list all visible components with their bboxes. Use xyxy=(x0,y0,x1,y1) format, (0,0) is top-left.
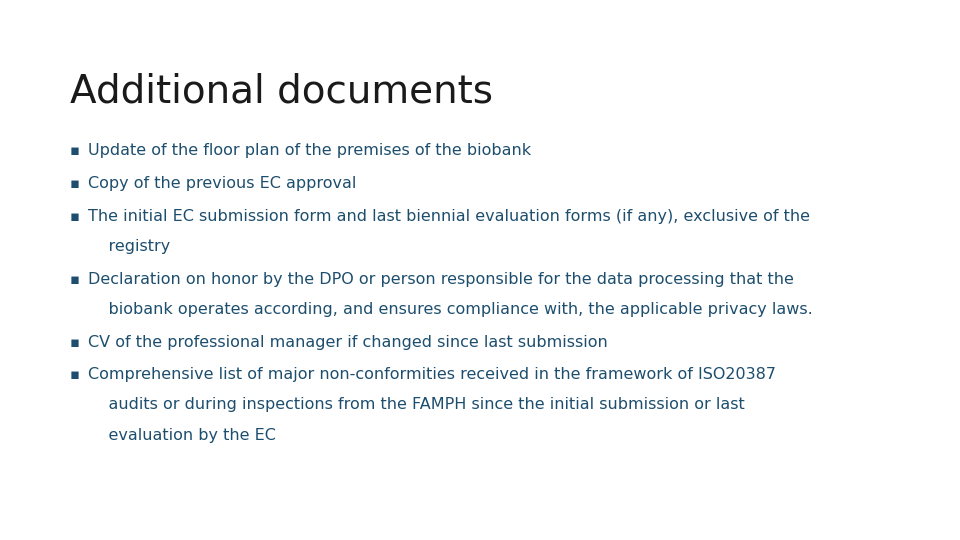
Text: evaluation by the EC: evaluation by the EC xyxy=(88,428,276,443)
Text: audits or during inspections from the FAMPH since the initial submission or last: audits or during inspections from the FA… xyxy=(88,397,745,413)
Text: The initial EC submission form and last biennial evaluation forms (if any), excl: The initial EC submission form and last … xyxy=(88,209,810,224)
Text: biobank operates according, and ensures compliance with, the applicable privacy : biobank operates according, and ensures … xyxy=(88,302,813,317)
Text: ▪: ▪ xyxy=(70,335,80,349)
Text: ▪: ▪ xyxy=(70,176,80,191)
Text: ▪: ▪ xyxy=(70,272,80,287)
Text: Update of the floor plan of the premises of the biobank: Update of the floor plan of the premises… xyxy=(88,143,532,158)
Text: Declaration on honor by the DPO or person responsible for the data processing th: Declaration on honor by the DPO or perso… xyxy=(88,272,794,287)
Text: Comprehensive list of major non-conformities received in the framework of ISO203: Comprehensive list of major non-conformi… xyxy=(88,367,777,382)
Text: ▪: ▪ xyxy=(70,367,80,382)
Text: registry: registry xyxy=(88,239,171,254)
Text: ▪: ▪ xyxy=(70,209,80,224)
Text: ▪: ▪ xyxy=(70,143,80,158)
Text: Copy of the previous EC approval: Copy of the previous EC approval xyxy=(88,176,357,191)
Text: Additional documents: Additional documents xyxy=(70,73,493,111)
Text: CV of the professional manager if changed since last submission: CV of the professional manager if change… xyxy=(88,335,608,349)
